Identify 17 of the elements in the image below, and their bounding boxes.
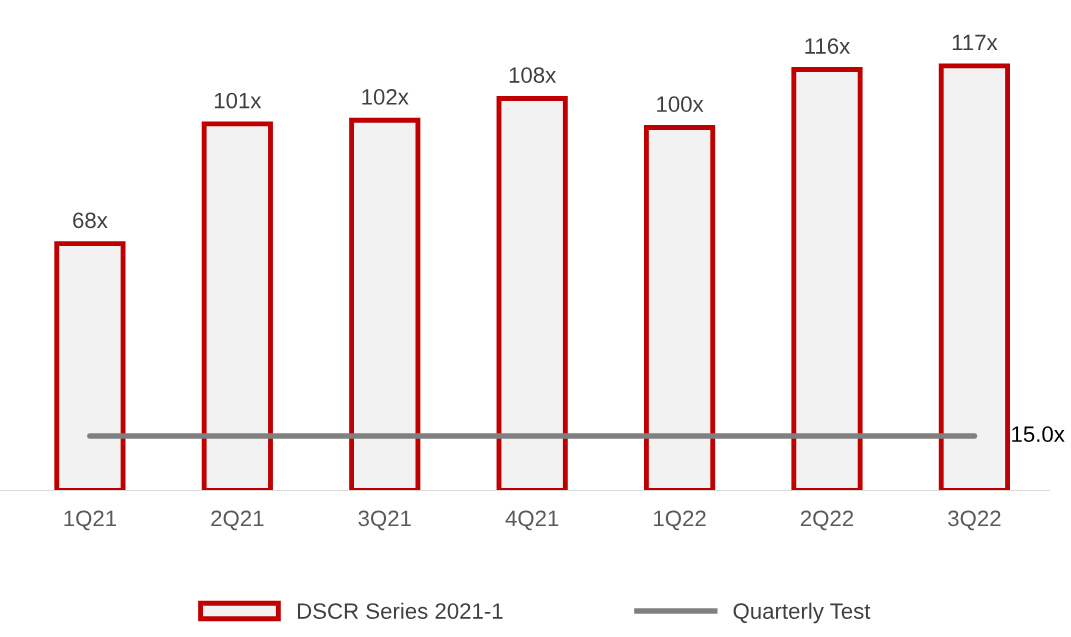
x-tick-label: 1Q22 [654, 510, 706, 531]
legend-label: Quarterly Test [733, 602, 871, 624]
data-label: 102x [362, 89, 409, 105]
data-label: 117x [952, 34, 998, 51]
data-label: 116x [805, 38, 851, 54]
x-tick-label: 2Q21 [211, 510, 264, 531]
data-label: 108x [509, 67, 557, 83]
data-label: 68x [73, 212, 108, 229]
x-tick-label: 2Q22 [800, 510, 854, 531]
data-label: 100x [657, 96, 704, 113]
data-label: 15.0x [1012, 426, 1065, 443]
legend-label: DSCR Series 2021-1 [297, 602, 503, 619]
x-tick-label: 3Q21 [358, 510, 411, 531]
x-tick-label: 3Q22 [948, 510, 1001, 531]
x-tick-label: 1Q21 [64, 510, 117, 531]
data-label: 101x [214, 92, 262, 109]
x-tick-label: 4Q21 [505, 510, 559, 531]
